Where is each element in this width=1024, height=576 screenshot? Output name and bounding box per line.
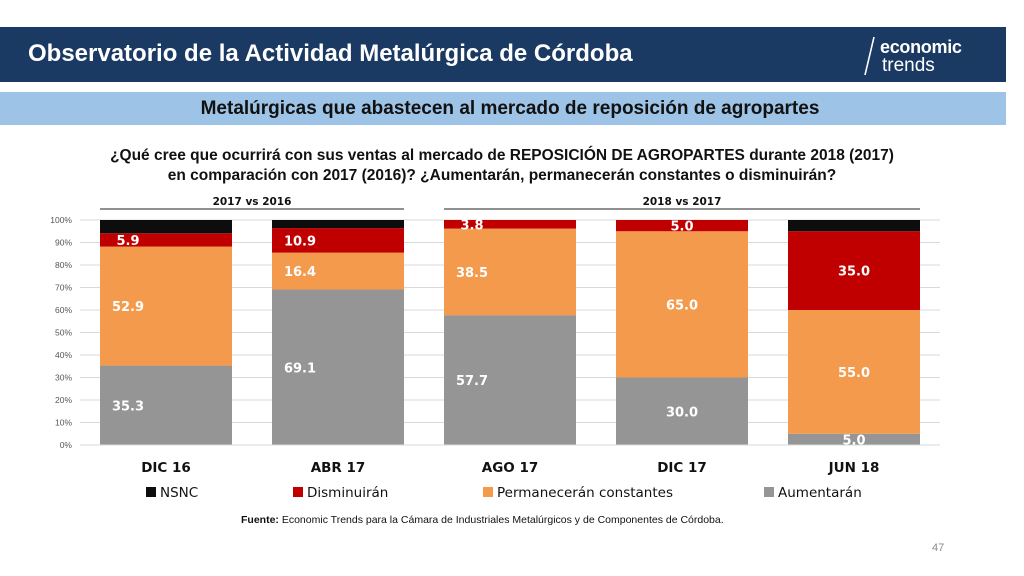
page-title: Observatorio de la Actividad Metalúrgica…	[28, 40, 633, 67]
data-label: 3.8	[460, 218, 483, 233]
subtitle-bar: Metalúrgicas que abastecen al mercado de…	[0, 92, 1006, 125]
bar-segment	[272, 289, 404, 445]
data-label: 69.1	[284, 361, 316, 376]
survey-question: ¿Qué cree que ocurrirá con sus ventas al…	[0, 146, 1004, 186]
x-tick-label: DIC 16	[141, 460, 191, 476]
bar-segment	[100, 220, 232, 234]
data-label: 5.0	[842, 433, 865, 448]
source-label: Fuente:	[241, 514, 279, 526]
bar-segment	[100, 365, 232, 445]
y-tick-label: 50%	[55, 328, 72, 338]
data-label: 52.9	[112, 300, 144, 315]
data-label: 65.0	[666, 298, 698, 313]
bar-segment	[788, 220, 920, 232]
y-tick-label: 100%	[50, 215, 72, 225]
legend-label: Aumentarán	[778, 485, 862, 501]
y-tick-label: 80%	[55, 260, 72, 270]
question-line-2: en comparación con 2017 (2016)? ¿Aumenta…	[167, 167, 837, 184]
bar-segment	[788, 231, 920, 310]
bar-segment	[444, 220, 576, 229]
y-tick-label: 10%	[55, 418, 72, 428]
legend-swatch	[293, 487, 303, 497]
legend-swatch	[764, 487, 774, 497]
y-tick-label: 70%	[55, 283, 72, 293]
data-label: 30.0	[666, 405, 698, 420]
bar-segment	[788, 433, 920, 445]
data-label: 35.3	[112, 399, 144, 414]
source-note: Fuente: Economic Trends para la Cámara d…	[241, 514, 724, 526]
group-label: 2017 vs 2016	[213, 196, 292, 208]
y-tick-label: 40%	[55, 350, 72, 360]
data-label: 16.4	[284, 265, 316, 280]
bar-segment	[444, 315, 576, 445]
page-number: 47	[932, 542, 945, 554]
bar-segment	[444, 228, 576, 316]
slide-subtitle: Metalúrgicas que abastecen al mercado de…	[200, 98, 820, 119]
y-tick-label: 20%	[55, 395, 72, 405]
logo-word-economic: economic	[880, 37, 962, 57]
x-tick-label: DIC 17	[657, 460, 707, 476]
legend-label: NSNC	[160, 485, 198, 501]
y-tick-label: 90%	[55, 238, 72, 248]
bar-segment	[616, 377, 748, 445]
x-tick-label: JUN 18	[828, 460, 880, 476]
bar-segment	[272, 252, 404, 290]
legend-label: Permanecerán constantes	[497, 485, 673, 501]
x-tick-label: ABR 17	[311, 460, 366, 476]
y-tick-label: 60%	[55, 305, 72, 315]
bar-segment	[788, 310, 920, 434]
data-label: 57.7	[456, 374, 488, 389]
data-label: 5.0	[670, 220, 693, 235]
header-bar: Observatorio de la Actividad Metalúrgica…	[0, 27, 1006, 82]
data-label: 35.0	[838, 265, 870, 280]
source-text: Economic Trends para la Cámara de Indust…	[278, 514, 724, 526]
logo-word-trends: trends	[882, 55, 935, 76]
data-label: 38.5	[456, 266, 488, 281]
data-label: 55.0	[838, 366, 870, 381]
legend-swatch	[483, 487, 493, 497]
group-label: 2018 vs 2017	[643, 196, 722, 208]
data-label: 10.9	[284, 234, 316, 249]
bar-segment	[272, 228, 404, 253]
legend-swatch	[146, 487, 156, 497]
logo-slash-icon	[864, 36, 875, 76]
economic-trends-logo: economic trends	[860, 35, 1000, 77]
y-tick-label: 0%	[60, 440, 73, 450]
y-tick-label: 30%	[55, 373, 72, 383]
legend-label: Disminuirán	[307, 485, 388, 501]
x-tick-label: AGO 17	[482, 460, 539, 476]
data-label: 5.9	[116, 234, 139, 249]
bar-segment	[616, 220, 748, 232]
bar-segment	[272, 220, 404, 229]
bar-segment	[100, 233, 232, 247]
bar-segment	[100, 246, 232, 366]
question-line-1: ¿Qué cree que ocurrirá con sus ventas al…	[110, 147, 894, 164]
bar-segment	[616, 231, 748, 378]
